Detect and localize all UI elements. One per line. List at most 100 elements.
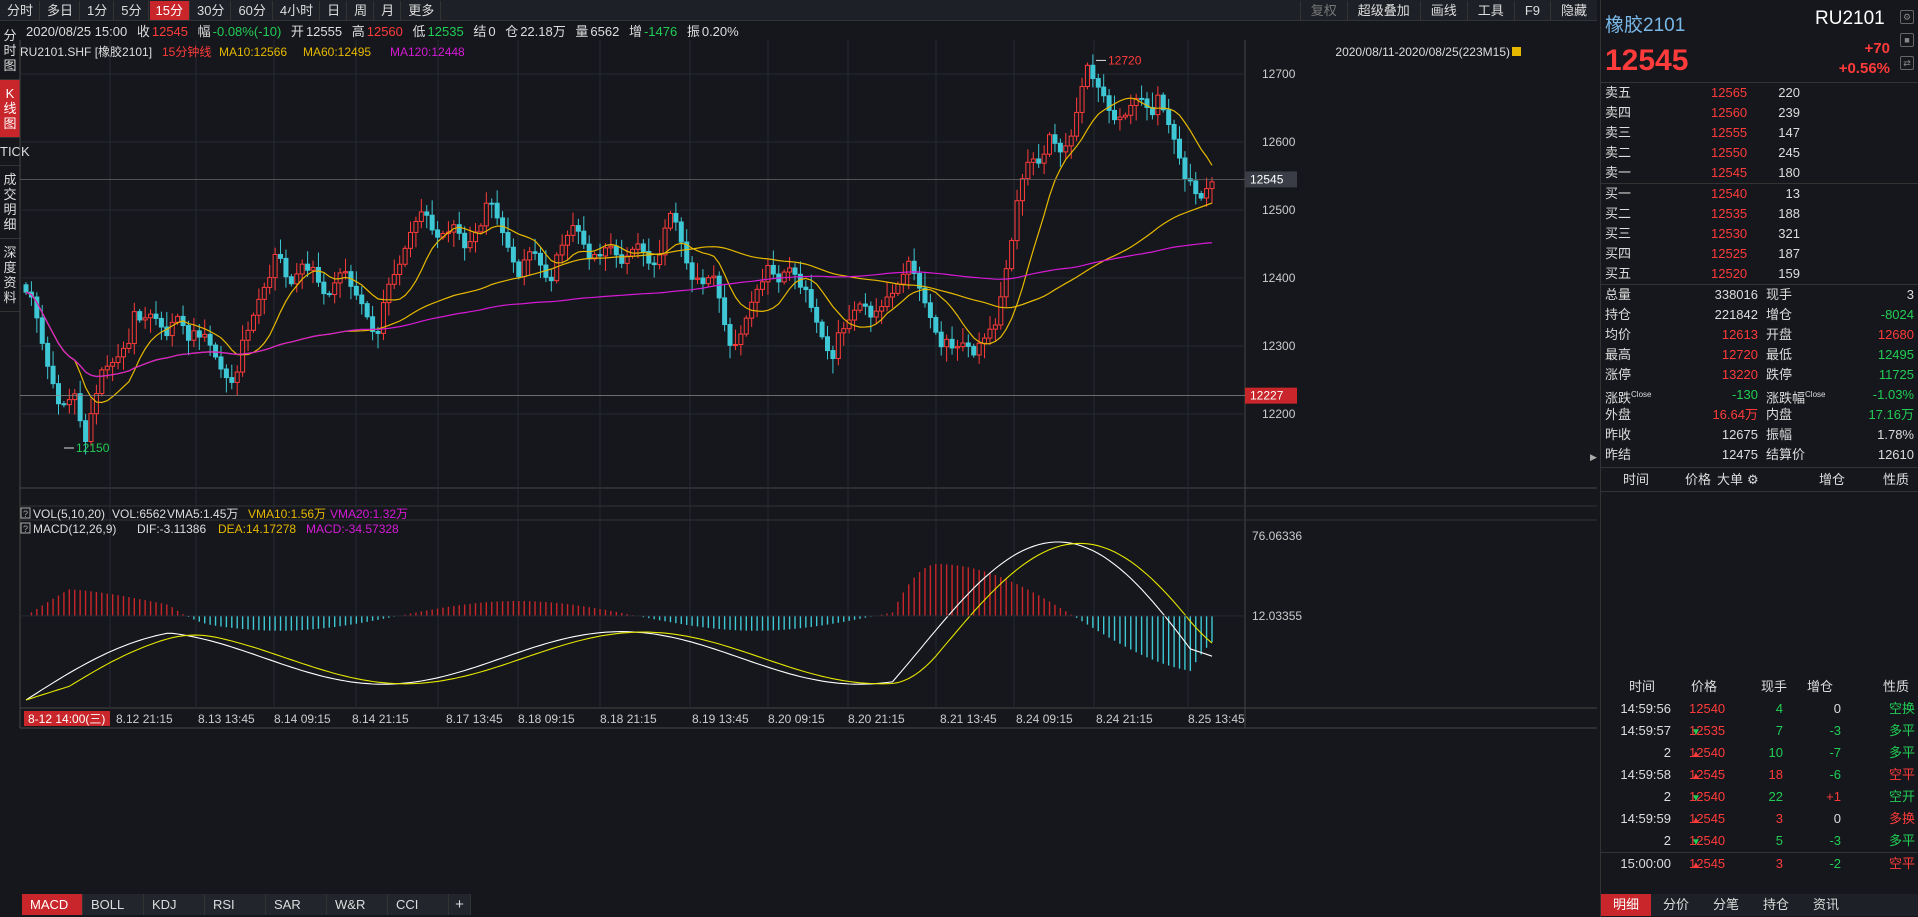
panel-collapse-icon[interactable]: ▶ bbox=[1590, 452, 1597, 462]
detail-tab[interactable]: 分笔 bbox=[1712, 897, 1739, 912]
stat-value: -1.03% bbox=[1872, 387, 1914, 402]
time-axis-label: 8.14 21:15 bbox=[352, 712, 409, 726]
indicator-tab[interactable]: CCI bbox=[388, 894, 449, 915]
level-price: 12535 bbox=[1711, 206, 1748, 221]
info-open-label: 开 bbox=[290, 24, 304, 39]
candle-down bbox=[77, 393, 83, 422]
tick-price-value: 12545 bbox=[1689, 856, 1726, 871]
stat-label: 持仓 bbox=[1605, 305, 1631, 325]
period-button[interactable]: 5分 bbox=[115, 0, 149, 20]
toolbar-button[interactable]: 隐藏 bbox=[1549, 0, 1597, 20]
candle-up bbox=[202, 333, 208, 338]
candle-down bbox=[933, 316, 939, 333]
tick-type: 多平 bbox=[1888, 723, 1915, 738]
period-button[interactable]: 15分 bbox=[149, 0, 190, 20]
indicator-tab[interactable]: RSI bbox=[205, 894, 266, 915]
candle-down bbox=[315, 266, 321, 283]
indicator-tab[interactable]: W&R bbox=[327, 894, 388, 915]
stat-value: 13220 bbox=[1721, 367, 1758, 382]
detail-tab[interactable]: 明细 bbox=[1601, 894, 1651, 916]
time-axis-label: 8.14 09:15 bbox=[274, 712, 331, 726]
candle-up bbox=[602, 247, 608, 257]
tick-price-value: 12545 bbox=[1689, 767, 1726, 782]
candle-down bbox=[1177, 138, 1183, 159]
period-button[interactable]: 30分 bbox=[191, 0, 232, 20]
period-button[interactable]: 更多 bbox=[402, 0, 442, 20]
candle-up bbox=[1047, 134, 1053, 155]
candle-up bbox=[115, 356, 121, 364]
view-tab-label: 深度资料 bbox=[3, 245, 17, 305]
period-button[interactable]: 日 bbox=[321, 0, 348, 20]
period-button[interactable]: 1分 bbox=[81, 0, 115, 20]
kline-chart[interactable]: 12200 12300 12400 12500 12600 12700 RU2101.SHF… bbox=[0, 0, 1600, 917]
aks-row: 卖一 12545 180 bbox=[1601, 163, 1918, 183]
period-button[interactable]: 4小时 bbox=[274, 0, 321, 20]
indicator-tab[interactable]: MACD bbox=[22, 894, 83, 915]
candle-up bbox=[787, 267, 793, 273]
gear-icon[interactable]: ⚙ bbox=[1747, 472, 1759, 487]
period-button[interactable]: 月 bbox=[375, 0, 402, 20]
indicator-tabs: MACD BOLL KDJ RSI SAR W&R CCI + bbox=[22, 894, 471, 916]
period-button[interactable]: 多日 bbox=[41, 0, 81, 20]
period-button[interactable]: 60分 bbox=[232, 0, 273, 20]
view-tab[interactable]: 分时图 bbox=[0, 22, 20, 80]
view-tab[interactable]: 深度资料 bbox=[0, 239, 20, 312]
candle-up bbox=[1079, 86, 1085, 113]
stat-label-text: 涨跌 bbox=[1605, 390, 1632, 406]
info-amp-label: 振 bbox=[686, 24, 700, 39]
view-tab[interactable]: 成交明细 bbox=[0, 166, 20, 239]
toolbar-button[interactable]: 画线 bbox=[1419, 0, 1467, 20]
candle-down bbox=[532, 251, 538, 254]
toolbar-button[interactable]: 工具 bbox=[1466, 0, 1514, 20]
expand-icon[interactable]: ⇄ bbox=[1900, 56, 1914, 70]
tick-price: 12540 ▼ bbox=[1689, 830, 1725, 854]
candle-down bbox=[1198, 193, 1204, 199]
period-button[interactable]: 分时 bbox=[1, 0, 41, 20]
settings-icon[interactable]: ⚙ bbox=[1900, 10, 1914, 24]
candle-down bbox=[158, 317, 164, 328]
ma60-line bbox=[25, 202, 1213, 378]
stat-value: 12475 bbox=[1721, 447, 1758, 462]
candle-up bbox=[131, 311, 137, 344]
toolbar-button[interactable]: 超级叠加 bbox=[1346, 0, 1420, 20]
period-button[interactable]: 周 bbox=[348, 0, 375, 20]
info-amp: 0.20% bbox=[701, 24, 739, 39]
candle-up bbox=[841, 328, 847, 334]
lock-icon[interactable]: ■ bbox=[1900, 33, 1914, 47]
contract-code: RU2101 bbox=[1815, 8, 1885, 29]
candle-up bbox=[104, 365, 110, 371]
tick-price: 12545 ▲ bbox=[1689, 764, 1725, 788]
candle-down bbox=[548, 276, 554, 282]
candle-up bbox=[1209, 181, 1215, 190]
add-indicator-button[interactable]: + bbox=[449, 894, 471, 915]
tick-price-value: 12540 bbox=[1689, 701, 1726, 716]
tick-time: 2 bbox=[1663, 833, 1671, 848]
candle-down bbox=[862, 303, 868, 307]
candle-up bbox=[906, 260, 912, 275]
candle-up bbox=[857, 303, 863, 311]
indicator-tab[interactable]: SAR bbox=[266, 894, 327, 915]
view-tab[interactable]: TICK bbox=[0, 138, 30, 166]
toolbar-button[interactable]: 复权 bbox=[1299, 0, 1347, 20]
detail-tab[interactable]: 资讯 bbox=[1812, 897, 1839, 912]
indicator-tab[interactable]: BOLL bbox=[83, 894, 144, 915]
tick-list: 14:59:56 12540 4 0 空换 14:59:57 12535 ▼ 7 -3 多平 2 125… bbox=[1601, 698, 1918, 874]
candle-up bbox=[592, 254, 598, 260]
tick-price: 12540 ▼ bbox=[1689, 786, 1725, 810]
view-tab-label: 成交明细 bbox=[3, 172, 17, 232]
candle-up bbox=[889, 292, 895, 298]
toolbar-button[interactable]: F9 bbox=[1513, 0, 1550, 20]
stat-label-text: 昨收 bbox=[1605, 427, 1632, 442]
candle-down bbox=[1090, 64, 1096, 80]
candle-up bbox=[667, 212, 673, 229]
candle-down bbox=[792, 267, 798, 275]
candle-up bbox=[1009, 240, 1015, 270]
view-tab[interactable]: K线图 bbox=[0, 80, 20, 138]
info-low: 12535 bbox=[427, 24, 464, 39]
detail-tab[interactable]: 分价 bbox=[1662, 897, 1689, 912]
indicator-tab[interactable]: KDJ bbox=[144, 894, 205, 915]
tick-qty: 22 bbox=[1768, 789, 1783, 804]
candle-up bbox=[72, 393, 78, 401]
candle-up bbox=[521, 259, 527, 278]
detail-tab[interactable]: 持仓 bbox=[1762, 897, 1789, 912]
